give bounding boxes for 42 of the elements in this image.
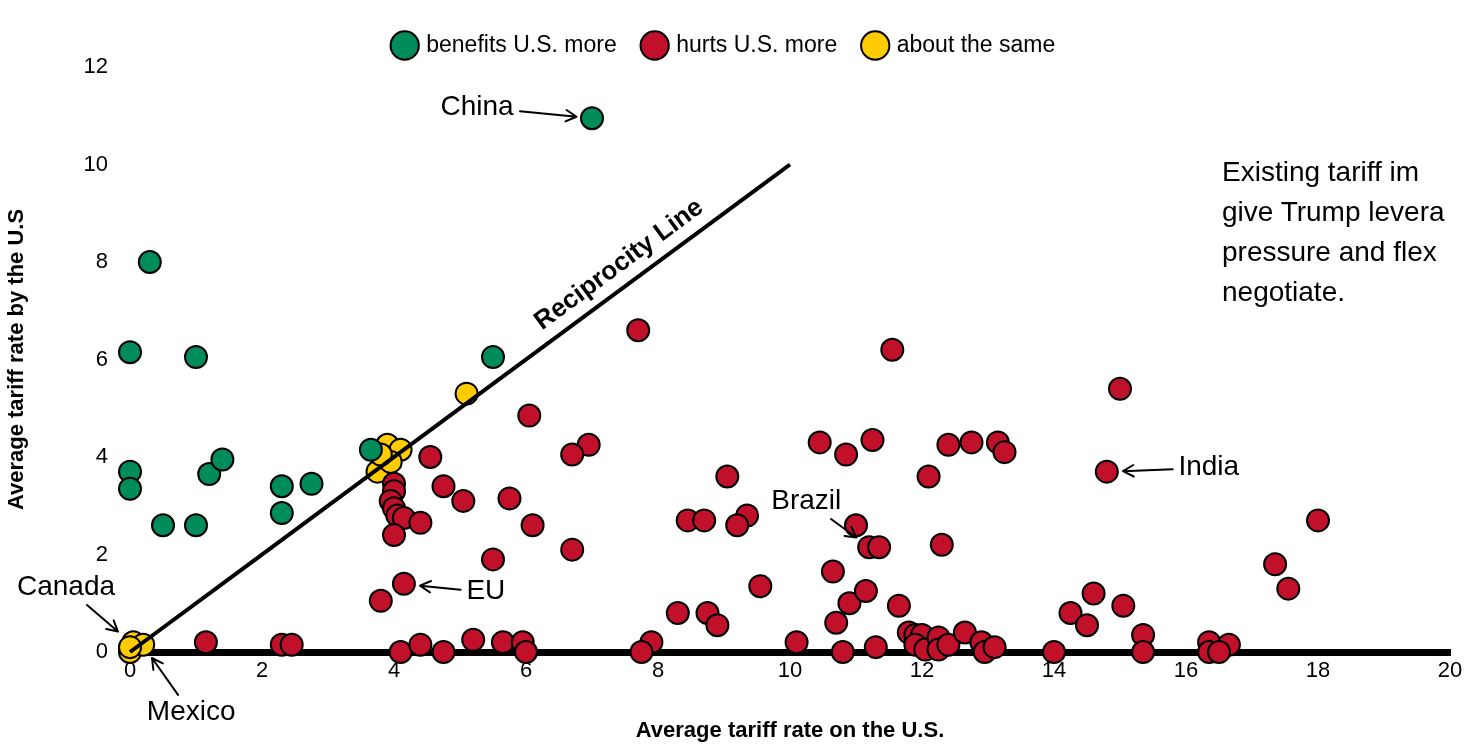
legend-label: benefits U.S. more: [426, 30, 617, 57]
y-tick-label: 10: [83, 150, 108, 176]
point: [269, 501, 294, 526]
y-tick-label: 12: [83, 53, 108, 79]
point: [358, 437, 383, 462]
y-tick-label: 4: [95, 443, 108, 469]
x-tick-label: 12: [909, 657, 935, 683]
x-tick-label: 16: [1173, 657, 1199, 683]
x-tick-label: 18: [1305, 657, 1331, 683]
point: [118, 476, 142, 501]
x-tick-label: 2: [255, 657, 269, 683]
point: [184, 513, 208, 538]
point: [137, 250, 162, 274]
point: [299, 471, 324, 496]
point: [269, 474, 294, 499]
y-tick-label: 0: [95, 638, 108, 664]
y-tick-label: 2: [95, 540, 108, 566]
annotation: Mexico: [146, 695, 236, 727]
point: [118, 340, 142, 365]
point: [151, 513, 175, 538]
annotation: China: [440, 89, 514, 121]
x-tick-label: 20: [1437, 657, 1463, 683]
point: [184, 345, 208, 370]
point: [580, 106, 604, 131]
x-tick-label: 4: [387, 657, 401, 683]
point: [197, 462, 222, 487]
x-axis-title: Average tariff rate on the U.S.: [635, 716, 945, 742]
annotation: Brazil: [771, 483, 842, 515]
legend-label: about the same: [896, 30, 1056, 57]
point: [210, 447, 235, 472]
point: [481, 345, 505, 370]
annotation: Canada: [16, 569, 116, 601]
legend-label: hurts U.S. more: [676, 30, 838, 57]
y-tick-label: 6: [95, 345, 108, 371]
annotation: EU: [466, 574, 506, 606]
x-tick-label: 8: [651, 657, 665, 683]
x-tick-label: 10: [777, 657, 803, 683]
annotation: Existing tariff im give Trump levera pressure and flex negotiate.: [1222, 155, 1445, 307]
y-tick-label: 8: [95, 248, 108, 274]
x-tick-label: 14: [1041, 657, 1067, 683]
annotation: India: [1178, 450, 1240, 482]
y-axis-title: Average tariff rate by the U.S: [3, 208, 29, 511]
